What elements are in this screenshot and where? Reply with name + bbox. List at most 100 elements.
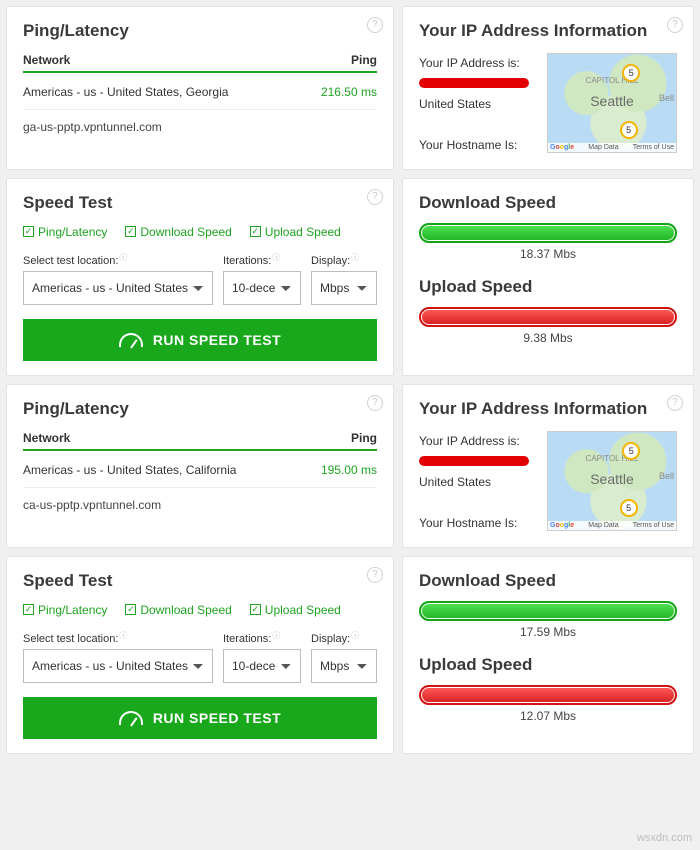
check-label: Download Speed — [140, 603, 231, 617]
server-hostname: ca-us-pptp.vpntunnel.com — [23, 498, 377, 512]
ip-country: United States — [419, 94, 537, 114]
download-speed-section: Download Speed 17.59 Mbs — [419, 571, 677, 639]
check-label: Upload Speed — [265, 225, 341, 239]
ping-latency-card: ? Ping/Latency Network Ping Americas - u… — [6, 6, 394, 170]
location-map[interactable]: CAPITOL HILL Seattle Bell Google Map Dat… — [547, 431, 677, 531]
google-logo: Google — [550, 144, 574, 151]
col-ping: Ping — [351, 53, 377, 67]
ip-text-block: Your IP Address is: United States Your H… — [419, 431, 537, 533]
check-download[interactable]: ✓Download Speed — [125, 225, 231, 239]
checkbox-icon: ✓ — [23, 604, 34, 615]
check-label: Ping/Latency — [38, 225, 107, 239]
speed-test-card: ? Speed Test ✓Ping/Latency ✓Download Spe… — [6, 178, 394, 376]
ip-text-block: Your IP Address is: United States Your H… — [419, 53, 537, 155]
col-network: Network — [23, 431, 70, 445]
card-title: Speed Test — [23, 571, 377, 591]
google-logo: Google — [550, 522, 574, 529]
map-city-label: Seattle — [590, 93, 634, 109]
ping-network: Americas - us - United States, Georgia — [23, 85, 228, 99]
checkbox-icon: ✓ — [125, 604, 136, 615]
location-label: Select test location: — [23, 255, 213, 267]
location-select[interactable]: Americas - us - United States, G — [23, 271, 213, 305]
speed-test-card: ? Speed Test ✓ Ping/Latency ✓ Download Spe… — [6, 556, 394, 754]
ping-value: 195.00 ms — [321, 463, 377, 477]
gauge-icon — [119, 711, 143, 725]
ip-info-card: ? Your IP Address Information Your IP Ad… — [402, 384, 694, 548]
display-label: Display: — [311, 255, 377, 267]
check-download[interactable]: ✓ Download Speed — [125, 603, 231, 617]
upload-title: Upload Speed — [419, 277, 677, 297]
check-upload[interactable]: ✓Upload Speed — [250, 225, 341, 239]
upload-title: Upload Speed — [419, 655, 677, 675]
ping-value: 216.50 ms — [321, 85, 377, 99]
checkbox-icon: ✓ — [250, 604, 261, 615]
map-data-link[interactable]: Map Data — [588, 522, 618, 529]
download-value: 18.37 Mbs — [419, 247, 677, 261]
check-label: Upload Speed — [265, 603, 341, 617]
ip-country: United States — [419, 472, 537, 492]
location-label: Select test location: — [23, 633, 213, 645]
iterations-select[interactable]: 10-decen — [223, 271, 301, 305]
download-title: Download Speed — [419, 193, 677, 213]
display-select[interactable]: Mbps — [311, 649, 377, 683]
ping-latency-card: ? Ping/Latency Network Ping Americas - u… — [6, 384, 394, 548]
help-icon[interactable]: ? — [367, 567, 383, 583]
ping-table-header: Network Ping — [23, 53, 377, 73]
help-icon[interactable]: ? — [367, 395, 383, 411]
map-city-label: Seattle — [590, 471, 634, 487]
help-icon[interactable]: ? — [367, 189, 383, 205]
help-icon[interactable]: ? — [667, 395, 683, 411]
run-speed-test-button[interactable]: RUN SPEED TEST — [23, 319, 377, 361]
download-bar — [419, 601, 677, 621]
upload-speed-section: Upload Speed 12.07 Mbs — [419, 655, 677, 723]
upload-speed-section: Upload Speed 9.38 Mbs — [419, 277, 677, 345]
check-ping[interactable]: ✓Ping/Latency — [23, 225, 107, 239]
gauge-icon — [119, 333, 143, 347]
speed-results-card: Download Speed 17.59 Mbs Upload Speed 12… — [402, 556, 694, 754]
map-attribution: Google Map Data Terms of Use — [548, 521, 676, 530]
check-label: Ping/Latency — [38, 603, 107, 617]
location-select[interactable]: Americas - us - United States, C — [23, 649, 213, 683]
ping-table-row: Americas - us - United States, Californi… — [23, 459, 377, 488]
download-title: Download Speed — [419, 571, 677, 591]
speed-results-card: Download Speed 18.37 Mbs Upload Speed 9.… — [402, 178, 694, 376]
hostname-label: Your Hostname Is: — [419, 135, 537, 155]
check-label: Download Speed — [140, 225, 231, 239]
run-button-label: RUN SPEED TEST — [153, 710, 281, 726]
help-icon[interactable]: ? — [367, 17, 383, 33]
map-marker-icon — [620, 499, 638, 517]
run-speed-test-button[interactable]: RUN SPEED TEST — [23, 697, 377, 739]
ip-address-label: Your IP Address is: — [419, 53, 537, 73]
download-speed-section: Download Speed 18.37 Mbs — [419, 193, 677, 261]
col-network: Network — [23, 53, 70, 67]
ping-network: Americas - us - United States, Californi… — [23, 463, 236, 477]
terms-link[interactable]: Terms of Use — [633, 522, 674, 529]
redacted-ip — [419, 78, 529, 88]
iterations-select[interactable]: 10-decen — [223, 649, 301, 683]
terms-link[interactable]: Terms of Use — [633, 144, 674, 151]
iterations-label: Iterations: — [223, 633, 301, 645]
card-title: Speed Test — [23, 193, 377, 213]
map-side-label: Bell — [659, 471, 674, 481]
ping-table-row: Americas - us - United States, Georgia 2… — [23, 81, 377, 110]
test-type-checks: ✓Ping/Latency ✓Download Speed ✓Upload Sp… — [23, 225, 377, 239]
run-button-label: RUN SPEED TEST — [153, 332, 281, 348]
map-marker-icon — [622, 64, 640, 82]
check-ping[interactable]: ✓ Ping/Latency — [23, 603, 107, 617]
upload-bar — [419, 685, 677, 705]
test-type-checks: ✓ Ping/Latency ✓ Download Speed ✓ Upload Sp… — [23, 603, 377, 617]
col-ping: Ping — [351, 431, 377, 445]
dashboard-grid: ? Ping/Latency Network Ping Americas - u… — [0, 0, 700, 760]
card-title: Your IP Address Information — [419, 399, 677, 419]
map-side-label: Bell — [659, 93, 674, 103]
card-title: Ping/Latency — [23, 399, 377, 419]
card-title: Your IP Address Information — [419, 21, 677, 41]
location-map[interactable]: CAPITOL HILL Seattle Bell Google Map Dat… — [547, 53, 677, 153]
ping-table-header: Network Ping — [23, 431, 377, 451]
map-marker-icon — [622, 442, 640, 460]
map-data-link[interactable]: Map Data — [588, 144, 618, 151]
download-bar — [419, 223, 677, 243]
help-icon[interactable]: ? — [667, 17, 683, 33]
display-select[interactable]: Mbps — [311, 271, 377, 305]
check-upload[interactable]: ✓ Upload Speed — [250, 603, 341, 617]
